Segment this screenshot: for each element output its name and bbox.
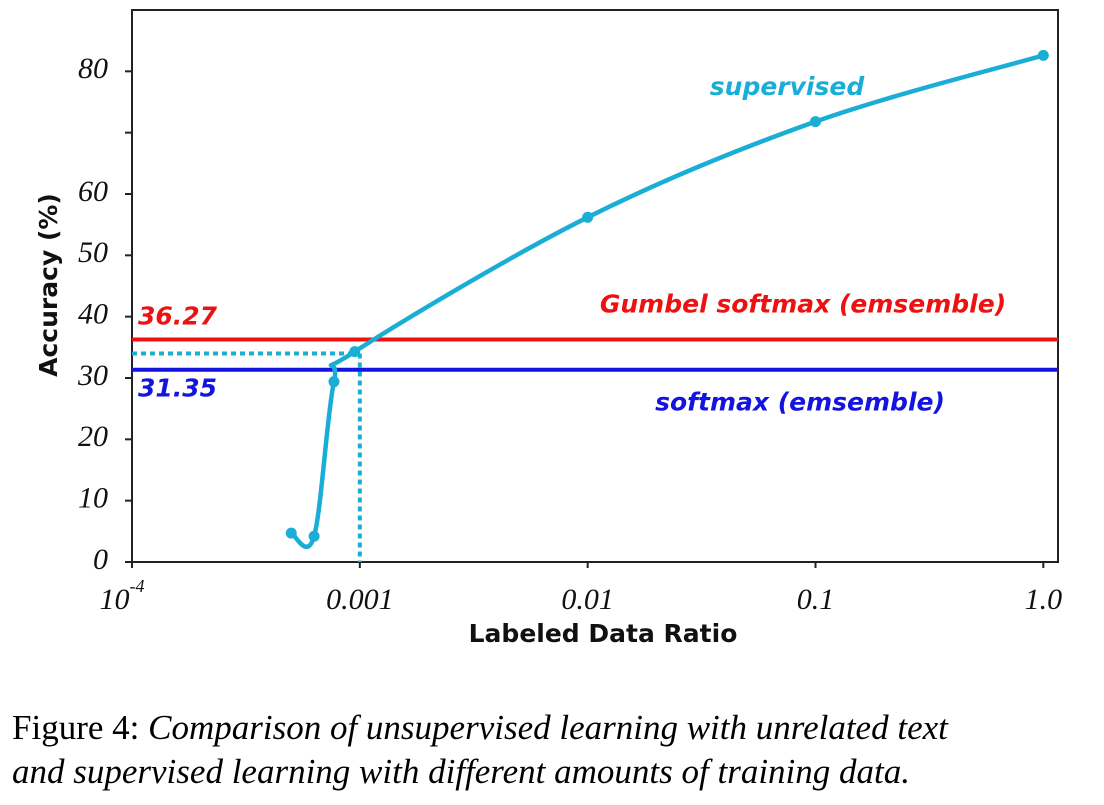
y-tick-label: 60: [78, 175, 108, 208]
series-name: supervised: [710, 72, 866, 101]
y-tick-label: 10: [78, 482, 108, 515]
data-point: [349, 346, 361, 358]
x-tick-label: 0.1: [797, 583, 835, 616]
x-axis-label: Labeled Data Ratio: [469, 619, 738, 648]
data-point: [1037, 49, 1049, 61]
plot-frame: [131, 9, 1059, 563]
threshold-value-label: 31.35: [138, 374, 217, 403]
x-tick-label-exponent: -4: [130, 576, 145, 596]
data-point: [582, 211, 594, 223]
x-tick-label-base: 1.0: [1025, 583, 1063, 616]
y-tick-label: 0: [93, 543, 108, 576]
chart: Accuracy (%) Labeled Data Ratio 0 10 20 30 4…: [34, 9, 1063, 648]
caption-text: Comparison of unsupervised learning with…: [148, 708, 948, 747]
x-tick-label: 0.01: [561, 583, 614, 616]
threshold-name: Gumbel softmax (emsemble): [600, 290, 1006, 319]
caption-text: and supervised learning with different a…: [12, 752, 910, 791]
caption-line: Figure 4: Comparison of unsupervised lea…: [12, 706, 1102, 750]
threshold-value-label: 36.27: [138, 302, 218, 331]
x-tick-label: 10-4: [100, 576, 145, 616]
threshold-name: softmax (emsemble): [655, 388, 945, 417]
caption-label: Figure 4:: [12, 708, 140, 747]
y-tick-label: 80: [78, 52, 108, 85]
x-tick-label: 0.001: [326, 583, 394, 616]
caption: Figure 4: Comparison of unsupervised lea…: [12, 706, 1102, 794]
y-tick-label: 20: [78, 420, 108, 453]
y-tick-label: 50: [78, 236, 108, 269]
x-tick-label: 1.0: [1025, 583, 1063, 616]
x-tick-label-base: 10: [100, 583, 130, 616]
caption-line: and supervised learning with different a…: [12, 750, 1102, 794]
y-tick-label: 40: [78, 298, 108, 331]
data-point: [328, 376, 340, 388]
data-point: [308, 530, 320, 542]
y-axis-label: Accuracy (%): [34, 193, 63, 377]
data-point: [285, 527, 297, 539]
series-line: [289, 53, 1044, 549]
data-point: [809, 116, 821, 128]
y-tick-label: 30: [77, 359, 108, 392]
